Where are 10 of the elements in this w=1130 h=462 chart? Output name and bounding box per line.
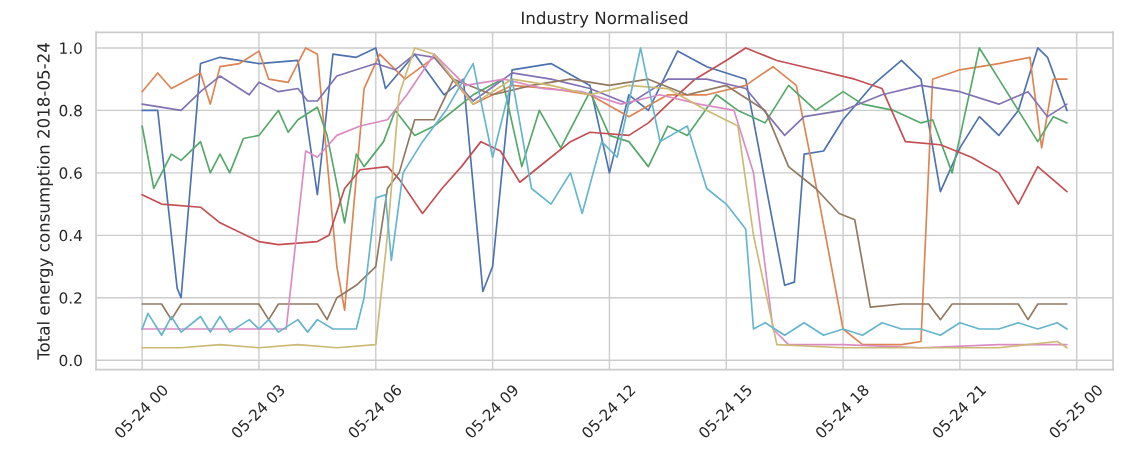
chart-title: Industry Normalised xyxy=(522,11,688,28)
line-series xyxy=(141,78,1068,321)
y-axis-title: Total energy consumption 2018-05-24 xyxy=(36,43,53,360)
y-tick-label: 0.0 xyxy=(59,354,82,367)
y-tick-label: 1.0 xyxy=(60,42,82,54)
line-series xyxy=(141,53,1068,137)
y-tick-label: 0.4 xyxy=(59,229,82,242)
y-tick-label: 0.8 xyxy=(59,104,82,117)
y-tick-label: 0.6 xyxy=(59,167,82,179)
y-tick-label: 0.2 xyxy=(59,292,82,304)
